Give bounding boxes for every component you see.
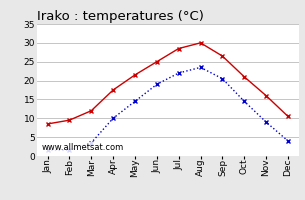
Text: Irako : temperatures (°C): Irako : temperatures (°C) bbox=[37, 10, 203, 23]
Text: www.allmetsat.com: www.allmetsat.com bbox=[42, 143, 124, 152]
